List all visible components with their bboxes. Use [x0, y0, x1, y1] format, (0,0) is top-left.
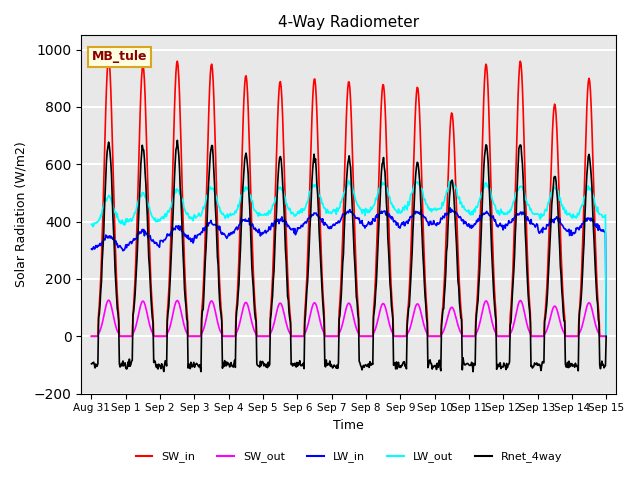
Line: Rnet_4way: Rnet_4way: [92, 140, 606, 372]
LW_out: [426, 207, 434, 213]
X-axis label: Time: Time: [333, 419, 364, 432]
SW_in: [150, 334, 158, 339]
LW_in: [150, 239, 157, 244]
LW_in: [446, 205, 454, 211]
SW_in: [412, 101, 420, 107]
Line: SW_in: SW_in: [92, 58, 606, 336]
Legend: SW_in, SW_out, LW_in, LW_out, Rnet_4way: SW_in, SW_out, LW_in, LW_out, Rnet_4way: [131, 447, 566, 467]
LW_out: [150, 215, 157, 221]
SW_in: [105, 55, 113, 61]
SW_out: [412, 303, 420, 309]
Rnet_4way: [150, 360, 157, 365]
LW_out: [448, 178, 456, 183]
LW_out: [602, 334, 610, 339]
Text: MB_tule: MB_tule: [92, 50, 147, 63]
SW_in: [203, 182, 211, 188]
LW_in: [97, 243, 104, 249]
Line: LW_out: LW_out: [92, 180, 606, 336]
Rnet_4way: [203, 229, 211, 235]
Y-axis label: Solar Radiation (W/m2): Solar Radiation (W/m2): [15, 142, 28, 288]
SW_out: [88, 334, 95, 339]
SW_in: [427, 334, 435, 339]
SW_out: [203, 314, 211, 320]
LW_in: [229, 229, 237, 235]
SW_in: [88, 334, 95, 339]
Rnet_4way: [602, 334, 610, 339]
Title: 4-Way Radiometer: 4-Way Radiometer: [278, 15, 419, 30]
LW_out: [202, 197, 210, 203]
SW_out: [602, 334, 610, 339]
SW_out: [105, 297, 113, 303]
Rnet_4way: [412, 171, 420, 177]
SW_out: [97, 326, 104, 332]
Line: SW_out: SW_out: [92, 300, 606, 336]
LW_in: [88, 246, 95, 252]
SW_out: [230, 334, 237, 339]
Rnet_4way: [97, 288, 104, 294]
LW_out: [88, 222, 95, 228]
SW_out: [150, 334, 158, 339]
LW_in: [426, 218, 434, 224]
Rnet_4way: [469, 369, 477, 374]
Line: LW_in: LW_in: [92, 208, 606, 336]
SW_in: [97, 274, 104, 280]
Rnet_4way: [230, 361, 237, 367]
SW_out: [427, 334, 435, 339]
SW_in: [602, 334, 610, 339]
LW_out: [229, 211, 237, 217]
LW_in: [602, 334, 610, 339]
LW_in: [202, 226, 210, 231]
Rnet_4way: [173, 137, 181, 143]
SW_in: [230, 334, 237, 339]
Rnet_4way: [88, 361, 95, 367]
LW_in: [411, 211, 419, 217]
LW_out: [97, 212, 104, 218]
LW_out: [411, 181, 419, 187]
Rnet_4way: [427, 360, 435, 366]
